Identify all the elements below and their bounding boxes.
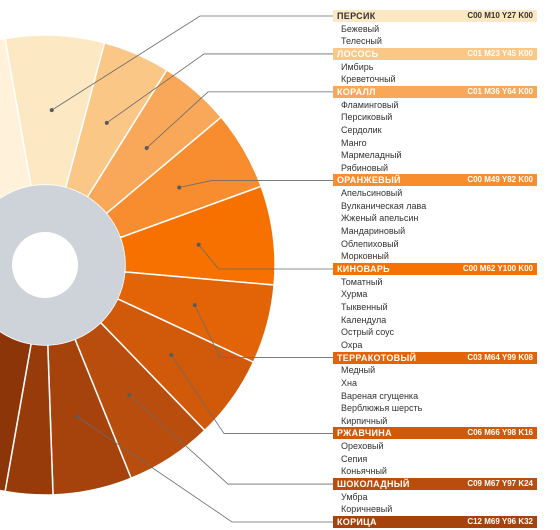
- leader-line-kinovar: [198, 244, 333, 270]
- shade-name: Рябиновый: [341, 162, 389, 173]
- shade-name: Охра: [341, 339, 363, 350]
- leader-line-persik: [51, 15, 333, 111]
- shade-name: Тыквенный: [341, 301, 388, 312]
- leader-dot-kinovar: [196, 242, 201, 247]
- leader-dot-terrakotovy: [192, 303, 197, 308]
- shade-name: Кирпичный: [341, 415, 388, 426]
- leader-line-korall: [146, 91, 333, 149]
- shade-name: Вареная сгущенка: [341, 390, 419, 401]
- group-header-persik: ПЕРСИК C00 M10 Y27 K00: [333, 10, 537, 22]
- group-name: РЖАВЧИНА: [337, 428, 392, 439]
- shade-name: Вулканическая лава: [341, 200, 427, 211]
- leader-line-terrakotovy: [194, 304, 333, 358]
- group-cmyk-code: C12 M69 Y96 K32: [467, 517, 533, 526]
- shade-name: Сердолик: [341, 124, 382, 135]
- shade-name: Облепиховый: [341, 238, 399, 249]
- shade-name: Томатный: [341, 276, 383, 287]
- shade-name: Медный: [341, 365, 376, 376]
- group-header-terrakotovy: ТЕРРАКОТОВЫЙ C03 M64 Y99 K08: [333, 351, 537, 364]
- group-header-oranzhevy: ОРАНЖЕВЫЙ C00 M49 Y82 K00: [333, 174, 537, 187]
- shade-name: Фламинговый: [341, 99, 399, 110]
- leader-dot-losos: [104, 120, 109, 125]
- leader-dot-persik: [49, 108, 54, 113]
- shade-name: Манго: [341, 137, 367, 148]
- group-name: ТЕРРАКОТОВЫЙ: [337, 352, 417, 363]
- group-cmyk-code: C03 M64 Y99 K08: [467, 352, 533, 362]
- group-header-korall: КОРАЛЛ C01 M36 Y64 K00: [333, 85, 537, 98]
- group-name: КОРАЛЛ: [337, 86, 376, 97]
- leader-line-oranzhevy: [179, 180, 333, 188]
- group-cmyk-code: C00 M10 Y27 K00: [467, 11, 533, 20]
- shade-name: Креветочный: [341, 74, 396, 85]
- shade-name: Мармеладный: [341, 150, 402, 161]
- shade-name: Сепия: [341, 453, 368, 464]
- leader-line-rzhavchina: [170, 354, 333, 434]
- group-cmyk-code: C09 M67 Y97 K24: [467, 479, 533, 489]
- leader-dot-korall: [144, 146, 149, 151]
- group-name: ШОКОЛАДНЫЙ: [337, 479, 410, 490]
- shade-name: Острый соус: [341, 327, 395, 338]
- leader-line-shokoladny: [129, 394, 333, 485]
- shade-name: Хна: [341, 377, 357, 388]
- shade-name: Жженый апельсин: [341, 213, 419, 224]
- shade-name: Хурма: [341, 289, 368, 300]
- group-cmyk-code: C01 M23 Y45 K00: [467, 48, 533, 58]
- group-header-losos: ЛОСОСЬ C01 M23 Y45 K00: [333, 47, 537, 60]
- leader-dot-shokoladny: [127, 392, 132, 397]
- group-cmyk-code: C01 M36 Y64 K00: [467, 86, 533, 96]
- shade-name: Телесный: [341, 36, 382, 47]
- group-name: ЛОСОСЬ: [337, 48, 379, 59]
- shade-name: Коричневый: [341, 504, 393, 515]
- group-cmyk-code: C06 M66 Y98 K16: [467, 428, 533, 438]
- group-name: ПЕРСИК: [337, 11, 376, 21]
- group-name: КОРИЦА: [337, 517, 377, 527]
- leader-lines: [49, 15, 333, 523]
- shade-name: Имбирь: [341, 61, 374, 72]
- shade-name: Морковный: [341, 251, 389, 262]
- shade-name: Календула: [341, 314, 387, 325]
- group-header-rzhavchina: РЖАВЧИНА C06 M66 Y98 K16: [333, 427, 537, 440]
- leader-dot-rzhavchina: [169, 353, 174, 358]
- wheel-center: [12, 232, 78, 298]
- shade-name: Ореховый: [341, 441, 384, 452]
- shade-name: Бежевый: [341, 23, 380, 34]
- shade-name: Умбра: [341, 491, 368, 502]
- shade-name: Мандариновый: [341, 226, 406, 237]
- group-cmyk-code: C00 M49 Y82 K00: [467, 175, 533, 185]
- group-header-kinovar: КИНОВАРЬ C00 M62 Y100 K00: [333, 263, 537, 275]
- leader-dot-korica: [75, 414, 80, 419]
- group-name: ОРАНЖЕВЫЙ: [337, 175, 401, 186]
- shade-name: Персиковый: [341, 112, 393, 123]
- leader-line-korica: [77, 416, 333, 523]
- group-header-korica: КОРИЦА C12 M69 Y96 K32: [333, 516, 537, 528]
- leader-dot-oranzhevy: [177, 185, 182, 190]
- leader-line-losos: [106, 53, 333, 124]
- group-cmyk-code: C00 M62 Y100 K00: [462, 264, 533, 273]
- group-header-shokoladny: ШОКОЛАДНЫЙ C09 M67 Y97 K24: [333, 478, 537, 491]
- shade-name: Коньячный: [341, 466, 387, 477]
- group-name: КИНОВАРЬ: [337, 264, 390, 274]
- shade-name: Верблюжья шерсть: [341, 403, 423, 414]
- shade-name: Апельсиновый: [341, 188, 403, 199]
